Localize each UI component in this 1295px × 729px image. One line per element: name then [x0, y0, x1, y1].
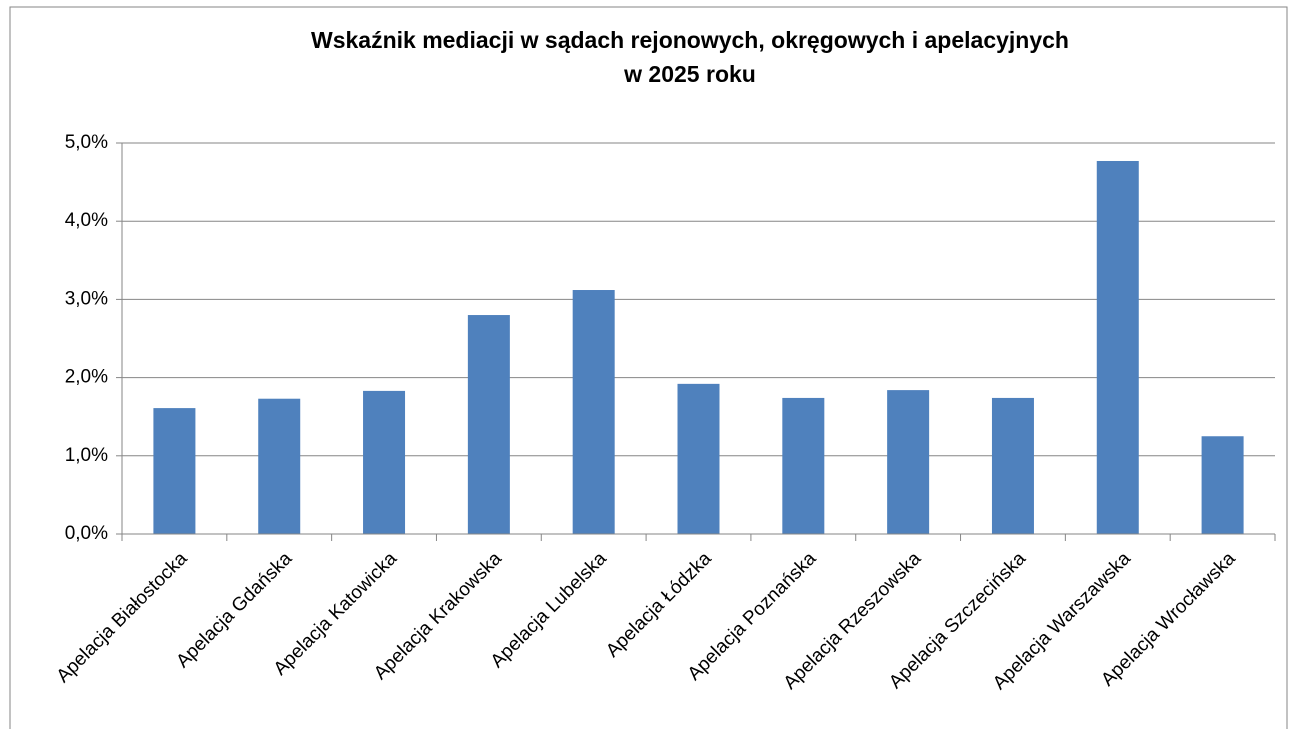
bar — [467, 315, 510, 534]
chart-title: w 2025 roku — [623, 61, 756, 87]
y-tick-label: 1,0% — [65, 445, 108, 466]
bar — [1201, 436, 1244, 534]
bar — [991, 397, 1034, 534]
bar — [887, 390, 930, 534]
bar — [677, 383, 720, 534]
y-tick-label: 0,0% — [65, 523, 108, 544]
bar — [258, 398, 301, 534]
bar — [782, 397, 825, 534]
chart-frame — [9, 6, 1288, 729]
y-tick-label: 2,0% — [65, 367, 108, 388]
y-tick-label: 3,0% — [65, 288, 108, 309]
chart-title: Wskaźnik mediacji w sądach rejonowych, o… — [311, 27, 1069, 53]
bar — [572, 290, 615, 534]
bar — [153, 408, 196, 534]
bar — [1096, 160, 1139, 534]
y-tick-label: 4,0% — [65, 210, 108, 231]
y-tick-label: 5,0% — [65, 132, 108, 153]
bar — [363, 390, 406, 534]
